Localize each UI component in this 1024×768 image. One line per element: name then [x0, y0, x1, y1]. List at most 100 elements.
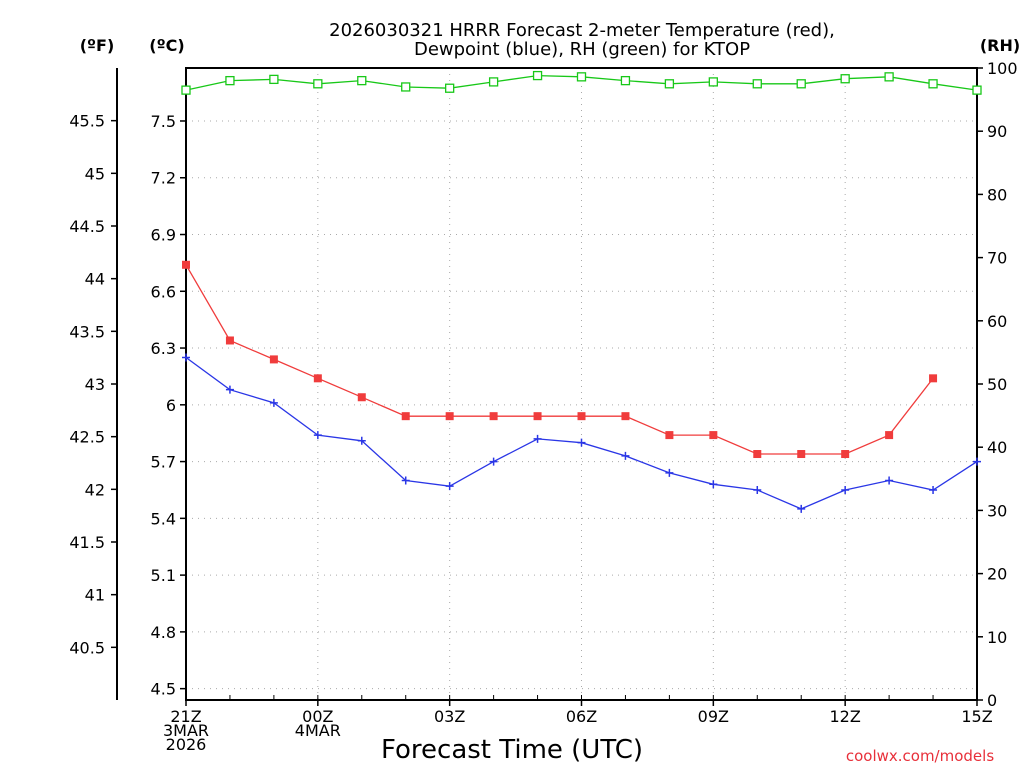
rh-point: [181, 85, 191, 95]
c-tick-label: 4.5: [151, 680, 176, 699]
temperature-point: [401, 412, 410, 421]
f-tick-label: 45: [85, 164, 105, 183]
c-tick-label: 6.3: [151, 339, 176, 358]
dewpoint-point: [489, 457, 498, 466]
dewpoint-point: [533, 434, 542, 443]
f-tick-label: 40.5: [69, 638, 105, 657]
temperature-point: [182, 260, 190, 269]
c-tick-label: 6.6: [151, 282, 176, 301]
temperature-point: [753, 450, 762, 459]
dewpoint-point: [665, 468, 674, 477]
rh-point: [840, 74, 850, 84]
dewpoint-point: [313, 431, 322, 440]
c-unit-label: (ºC): [149, 36, 184, 55]
rh-tick-label: 0: [987, 691, 997, 710]
rh-point: [664, 79, 675, 89]
rh-point: [401, 82, 411, 92]
dewpoint-point: [577, 438, 586, 447]
temperature-point: [885, 431, 894, 440]
rh-point: [708, 77, 718, 87]
dewpoint-point: [973, 457, 981, 466]
dewpoint-point: [885, 476, 894, 485]
rh-unit-label: (RH): [980, 36, 1020, 55]
x-axis-label: Forecast Time (UTC): [381, 735, 643, 765]
f-tick-label: 43.5: [69, 322, 105, 341]
rh-point: [928, 79, 938, 89]
rh-point: [752, 79, 762, 89]
rh-tick-label: 20: [987, 565, 1007, 584]
temperature-point: [269, 355, 278, 364]
f-tick-label: 45.5: [69, 112, 105, 131]
rh-point: [269, 74, 279, 85]
x-tick-label: 09Z: [698, 707, 729, 726]
dewpoint-point: [709, 480, 718, 489]
rh-tick-label: 50: [987, 375, 1007, 394]
dewpoint-point: [357, 436, 366, 445]
dewpoint-point: [269, 398, 278, 407]
dewpoint-point: [753, 485, 762, 494]
rh-point: [620, 75, 631, 86]
x-tick-label: 15Z: [961, 707, 992, 726]
temperature-point: [533, 412, 542, 421]
f-tick-label: 42.5: [69, 428, 105, 447]
temperature-line: [185, 264, 934, 455]
f-tick-label: 44: [85, 270, 105, 289]
series-layer: [181, 70, 982, 513]
dewpoint-point: [401, 476, 410, 485]
c-tick-label: 7.5: [151, 112, 176, 131]
x-tick-label: 00Z: [302, 707, 333, 726]
dewpoint-point: [182, 353, 190, 362]
plot-frame: [185, 67, 978, 701]
f-tick-label: 41.5: [69, 533, 105, 552]
temperature-point: [621, 412, 630, 421]
c-tick-label: 6.9: [151, 226, 176, 245]
rh-point: [357, 75, 367, 86]
dewpoint-point: [445, 482, 454, 491]
c-tick-label: 5.1: [151, 566, 176, 585]
temperature-point: [797, 450, 806, 459]
c-tick-label: 5.7: [151, 453, 176, 472]
rh-point: [488, 77, 499, 87]
rh-point: [972, 85, 982, 95]
dewpoint-point: [797, 504, 806, 513]
dewpoint-point: [841, 485, 850, 494]
gridlines: [186, 68, 977, 700]
temperature-point: [929, 374, 938, 383]
rh-tick-label: 100: [987, 59, 1018, 78]
temperature-point: [445, 412, 454, 421]
rh-point: [576, 72, 587, 82]
temperature-point: [357, 393, 366, 402]
c-tick-label: 4.8: [151, 623, 176, 642]
rh-tick-label: 40: [987, 438, 1007, 457]
f-tick-label: 41: [85, 586, 105, 605]
rh-tick-label: 80: [987, 185, 1007, 204]
temperature-point: [709, 431, 718, 440]
c-tick-label: 6: [166, 396, 176, 415]
rh-point: [225, 75, 235, 86]
x-tick-label: 21Z: [170, 707, 201, 726]
credit-text: coolwx.com/models: [846, 747, 994, 765]
rh-point: [445, 83, 455, 93]
x-tick-label: 12Z: [830, 707, 861, 726]
temperature-point: [489, 412, 498, 421]
f-unit-label: (ºF): [80, 36, 115, 55]
temperature-point: [225, 336, 234, 345]
rh-point: [313, 79, 323, 89]
rh-point: [532, 70, 543, 81]
x-tick-label: 4MAR: [295, 721, 341, 740]
dewpoint-point: [621, 451, 630, 460]
c-tick-label: 7.2: [151, 169, 176, 188]
rh-point: [884, 72, 894, 82]
x-tick-label: 2026: [166, 735, 207, 754]
rh-point: [796, 79, 806, 89]
rh-tick-label: 30: [987, 501, 1007, 520]
x-tick-label: 03Z: [434, 707, 465, 726]
temperature-point: [841, 450, 850, 459]
x-tick-label: 3MAR: [163, 721, 209, 740]
chart-title-line2: Dewpoint (blue), RH (green) for KTOP: [414, 39, 750, 60]
x-tick-label: 06Z: [566, 707, 597, 726]
rh-tick-label: 60: [987, 312, 1007, 331]
dewpoint-point: [929, 485, 938, 494]
